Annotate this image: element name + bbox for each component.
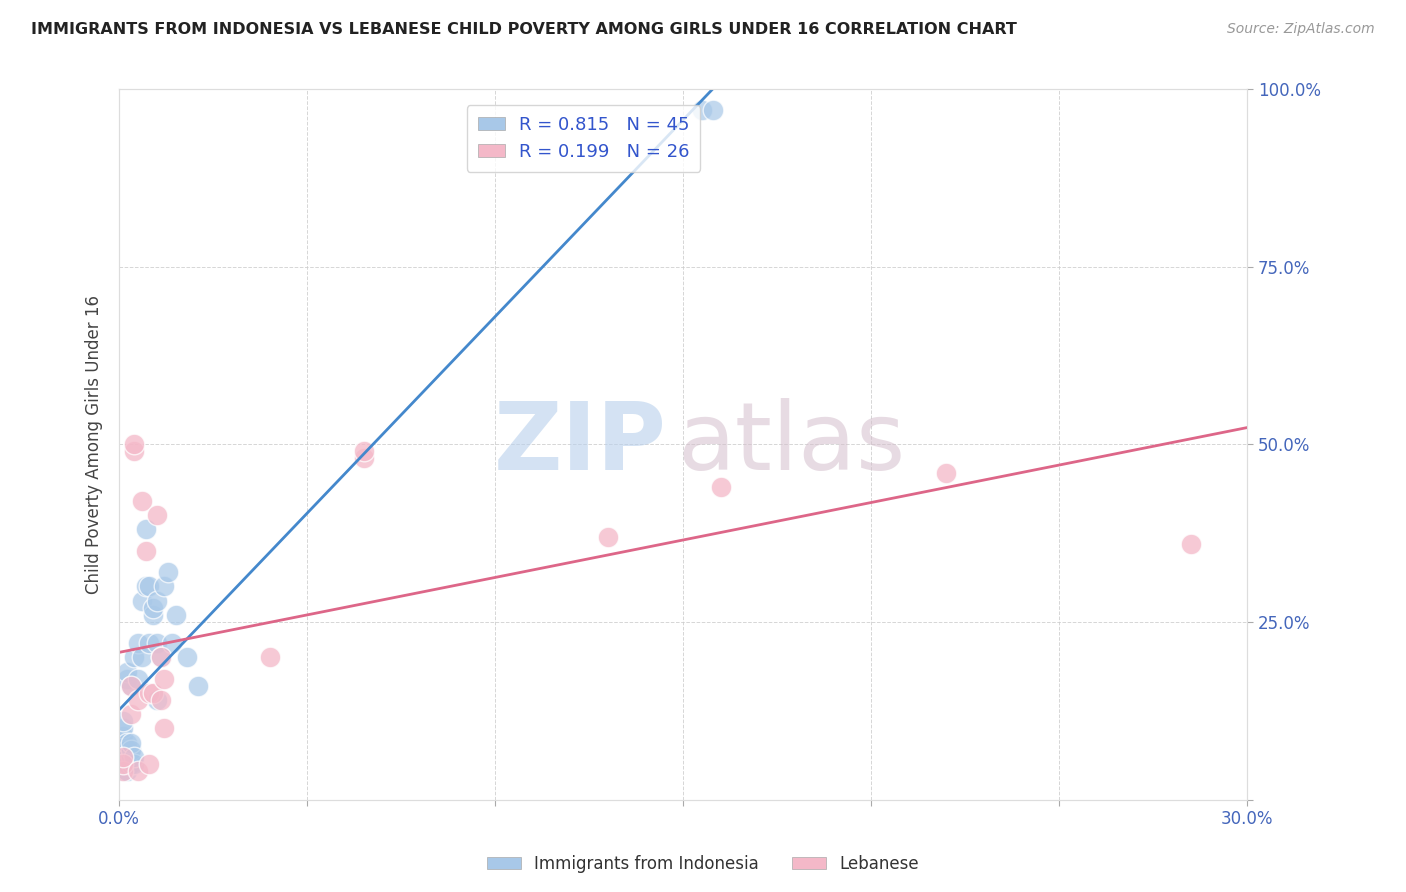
Point	[112, 729, 135, 743]
Point	[124, 437, 146, 451]
Point	[112, 764, 135, 778]
Point	[176, 650, 198, 665]
Point	[112, 722, 135, 736]
Point	[120, 679, 142, 693]
Point	[157, 565, 180, 579]
Point	[142, 686, 165, 700]
Point	[112, 750, 135, 764]
Point	[146, 636, 169, 650]
Point	[124, 756, 146, 771]
Point	[127, 672, 149, 686]
Point	[138, 686, 160, 700]
Point	[149, 650, 172, 665]
Point	[127, 636, 149, 650]
Point	[120, 750, 142, 764]
Point	[138, 636, 160, 650]
Point	[259, 650, 281, 665]
Point	[149, 650, 172, 665]
Point	[124, 750, 146, 764]
Point	[124, 444, 146, 458]
Point	[115, 756, 138, 771]
Point	[120, 679, 142, 693]
Point	[353, 451, 375, 466]
Point	[142, 607, 165, 622]
Point	[187, 679, 209, 693]
Point	[596, 530, 619, 544]
Text: IMMIGRANTS FROM INDONESIA VS LEBANESE CHILD POVERTY AMONG GIRLS UNDER 16 CORRELA: IMMIGRANTS FROM INDONESIA VS LEBANESE CH…	[31, 22, 1017, 37]
Point	[112, 736, 135, 750]
Point	[131, 494, 153, 508]
Y-axis label: Child Poverty Among Girls Under 16: Child Poverty Among Girls Under 16	[86, 294, 103, 594]
Point	[120, 736, 142, 750]
Legend: Immigrants from Indonesia, Lebanese: Immigrants from Indonesia, Lebanese	[481, 848, 925, 880]
Point	[135, 579, 157, 593]
Text: Source: ZipAtlas.com: Source: ZipAtlas.com	[1227, 22, 1375, 37]
Text: atlas: atlas	[678, 398, 905, 491]
Point	[112, 743, 135, 757]
Point	[935, 466, 957, 480]
Point	[112, 756, 135, 771]
Point	[120, 707, 142, 722]
Point	[127, 764, 149, 778]
Point	[702, 103, 724, 118]
Text: ZIP: ZIP	[494, 398, 666, 491]
Point	[149, 693, 172, 707]
Point	[135, 523, 157, 537]
Point	[115, 743, 138, 757]
Legend: R = 0.815   N = 45, R = 0.199   N = 26: R = 0.815 N = 45, R = 0.199 N = 26	[467, 105, 700, 172]
Point	[146, 508, 169, 523]
Point	[135, 543, 157, 558]
Point	[146, 693, 169, 707]
Point	[115, 736, 138, 750]
Point	[115, 764, 138, 778]
Point	[120, 743, 142, 757]
Point	[1180, 537, 1202, 551]
Point	[112, 714, 135, 729]
Point	[138, 579, 160, 593]
Point	[153, 722, 176, 736]
Point	[131, 593, 153, 607]
Point	[115, 672, 138, 686]
Point	[160, 636, 183, 650]
Point	[115, 750, 138, 764]
Point	[115, 665, 138, 679]
Point	[124, 650, 146, 665]
Point	[153, 579, 176, 593]
Point	[153, 672, 176, 686]
Point	[112, 764, 135, 778]
Point	[142, 600, 165, 615]
Point	[131, 650, 153, 665]
Point	[146, 593, 169, 607]
Point	[112, 750, 135, 764]
Point	[138, 756, 160, 771]
Point	[710, 480, 733, 494]
Point	[353, 444, 375, 458]
Point	[690, 103, 713, 118]
Point	[165, 607, 187, 622]
Point	[120, 756, 142, 771]
Point	[127, 693, 149, 707]
Point	[112, 756, 135, 771]
